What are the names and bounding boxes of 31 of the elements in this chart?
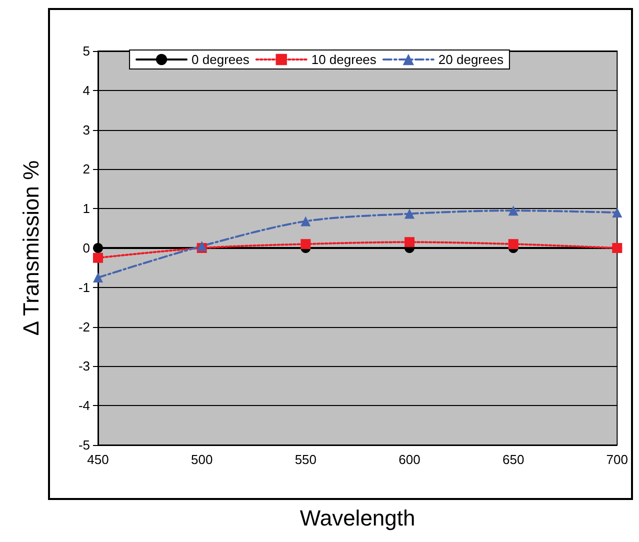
y-tick-label: -4	[78, 398, 90, 414]
x-tick-label: 550	[294, 452, 317, 467]
point	[508, 239, 518, 250]
y-tick-label: 4	[82, 82, 90, 98]
x-tick-label: 650	[502, 452, 524, 467]
legend-label: 0 degrees	[192, 52, 250, 67]
y-tick-label: -3	[78, 358, 90, 374]
point	[300, 216, 311, 226]
legend-label: 20 degrees	[438, 52, 504, 67]
x-tick-label: 450	[87, 452, 109, 467]
y-tick-label: 1	[82, 201, 90, 216]
point	[93, 272, 103, 283]
point	[404, 237, 414, 248]
y-tick-label: -5	[78, 438, 90, 452]
point	[300, 239, 311, 250]
y-tick-label: -1	[78, 280, 90, 295]
y-tick-label: 0	[82, 240, 90, 256]
y-tick-label: 5	[82, 44, 90, 58]
y-tick-label: 2	[82, 162, 90, 177]
point	[612, 208, 622, 218]
x-tick-label: 500	[190, 452, 213, 467]
point	[508, 206, 518, 216]
y-axis-title: Δ Transmission %	[18, 160, 44, 336]
x-tick-label: 600	[398, 452, 420, 467]
y-tick-label: 3	[82, 122, 90, 138]
point	[93, 252, 103, 263]
point	[404, 208, 414, 219]
x-tick-label: 700	[606, 452, 628, 467]
x-axis-title: Wavelength	[300, 506, 416, 530]
legend-label: 10 degrees	[311, 52, 377, 67]
y-tick-label: -2	[78, 319, 90, 334]
